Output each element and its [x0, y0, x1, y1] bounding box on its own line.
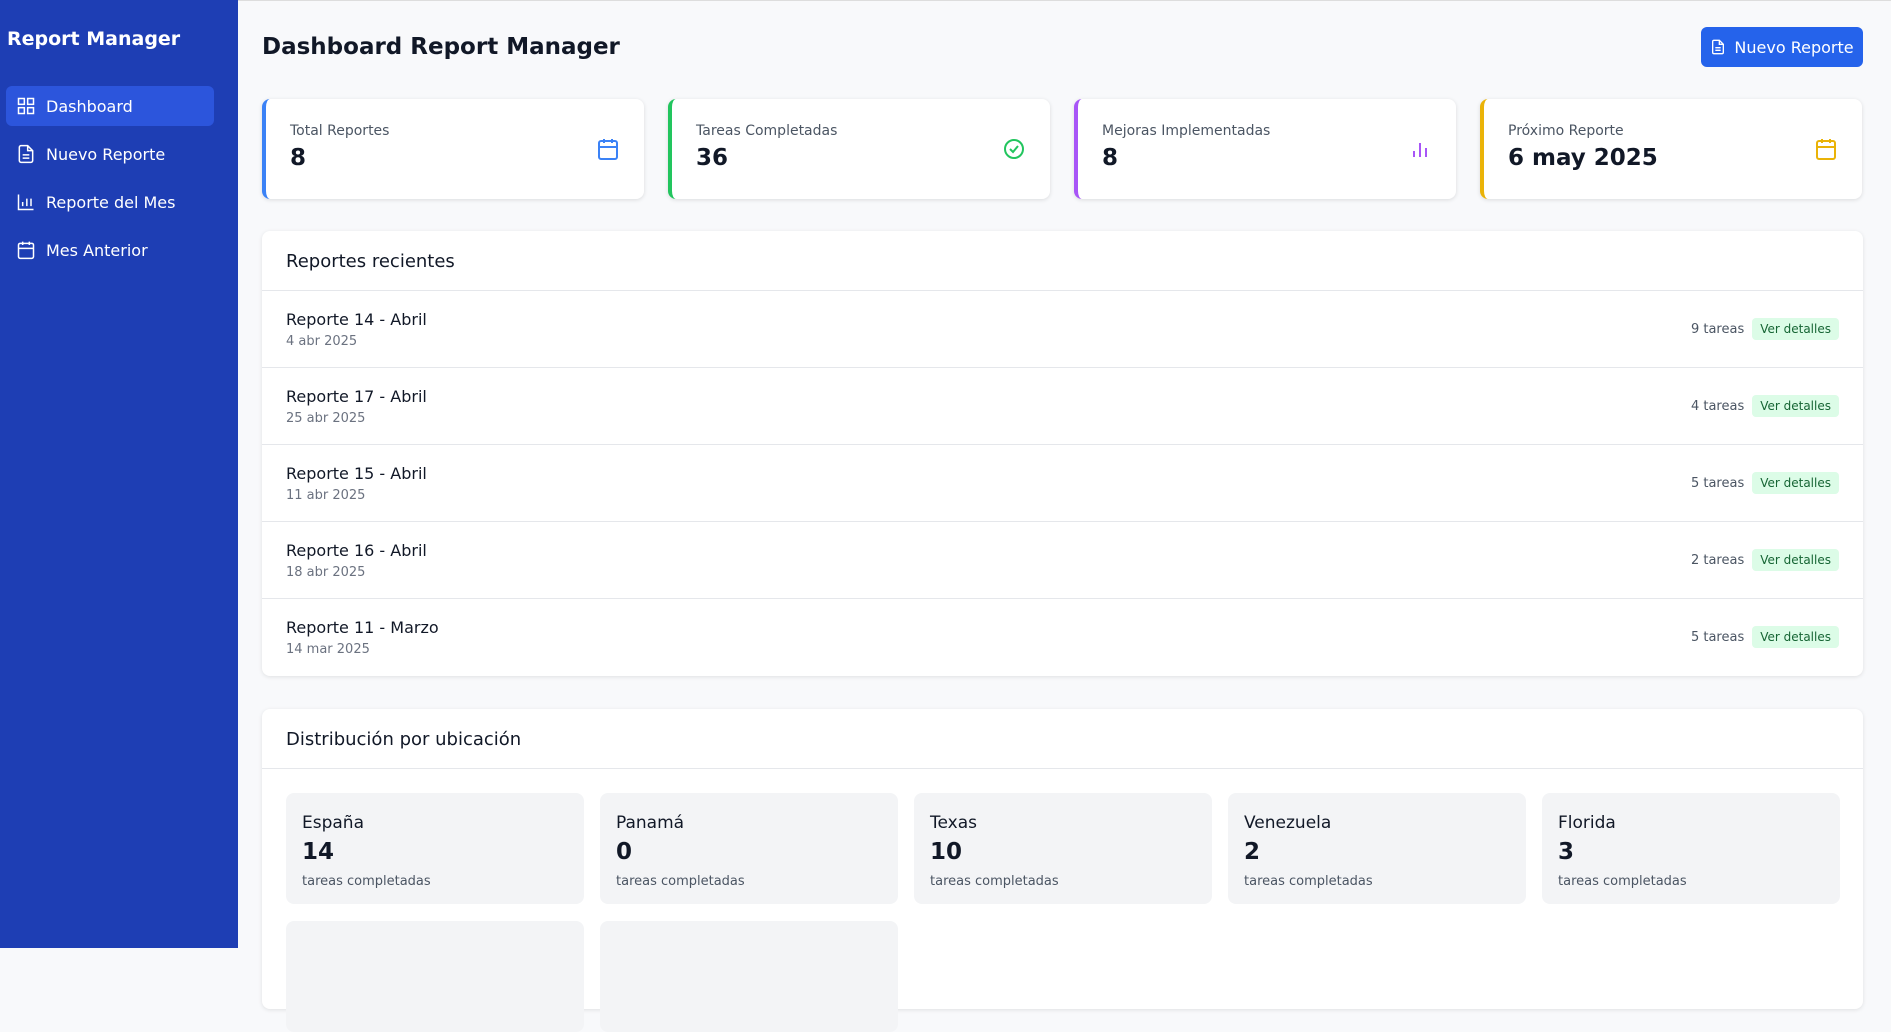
nav-item[interactable]: Dashboard: [6, 86, 214, 126]
stat-icon: [598, 139, 618, 160]
report-meta: 5 tareas Ver detalles: [1691, 472, 1839, 494]
location-value: 10: [930, 839, 963, 865]
nav-icon: [17, 241, 35, 260]
location-name: Venezuela: [1244, 813, 1332, 833]
button-label: Nuevo Reporte: [1734, 37, 1854, 57]
stat-card: Total Reportes 8: [262, 99, 644, 199]
stat-value: 8: [290, 145, 307, 171]
main: Dashboard Report Manager Nuevo Reporte R…: [238, 0, 1891, 1032]
report-date: 14 mar 2025: [286, 642, 370, 657]
nav-item[interactable]: Mes Anterior: [6, 230, 214, 270]
location-value: 2: [1244, 839, 1261, 865]
location-name: Florida: [1558, 813, 1616, 833]
app-title: Report Manager: [7, 28, 181, 50]
stat-label: Tareas Completadas: [696, 123, 838, 139]
stat-label: Total Reportes: [290, 123, 390, 139]
report-meta: 4 tareas Ver detalles: [1691, 395, 1839, 417]
page: Report Manager Dashboard Nuevo Reporte Rep…: [0, 0, 1891, 948]
stat-icon: [1004, 139, 1024, 159]
location-value: 3: [1558, 839, 1575, 865]
nav-label: Nuevo Reporte: [46, 144, 166, 164]
report-date: 4 abr 2025: [286, 334, 358, 349]
stat-card: Tareas Completadas 36: [668, 99, 1050, 199]
location-card: [286, 921, 584, 1032]
location-card: [600, 921, 898, 1032]
report-row: Reporte 15 - Abril 11 abr 2025 5 tareas Ver…: [262, 445, 1863, 522]
report-row: Reporte 11 - Marzo 14 mar 2025 5 tareas Ver…: [262, 599, 1863, 676]
icon: [1712, 39, 1725, 55]
location-caption: tareas completadas: [1558, 874, 1687, 889]
task-count: 4 tareas: [1690, 398, 1745, 414]
details-button[interactable]: Ver detalles: [1752, 318, 1839, 340]
panel-title: Reportes recientes: [262, 231, 1863, 291]
details-button[interactable]: Ver detalles: [1752, 472, 1839, 494]
report-date: 18 abr 2025: [286, 565, 366, 580]
location-name: España: [302, 813, 364, 833]
location-name: Texas: [930, 813, 977, 833]
details-button[interactable]: Ver detalles: [1752, 549, 1839, 571]
task-count: 5 tareas: [1690, 475, 1745, 491]
location-value: 14: [302, 839, 335, 865]
stat-card: Próximo Reporte 6 may 2025: [1480, 99, 1862, 199]
location-card: Texas 10 tareas completadas: [914, 793, 1212, 904]
stat-card: Mejoras Implementadas 8: [1074, 99, 1456, 199]
panel-title: Distribución por ubicación: [262, 709, 1863, 769]
report-title: Reporte 16 - Abril: [286, 541, 427, 560]
page-title: Dashboard Report Manager: [262, 34, 620, 60]
nav-icon: [18, 144, 34, 164]
stat-label: Próximo Reporte: [1508, 123, 1624, 139]
location-caption: tareas completadas: [616, 874, 745, 889]
location-caption: tareas completadas: [930, 874, 1059, 889]
nav-label: Reporte del Mes: [46, 192, 176, 212]
details-button[interactable]: Ver detalles: [1752, 395, 1839, 417]
report-row: Reporte 14 - Abril 4 abr 2025 9 tareas Ver …: [262, 291, 1863, 368]
task-count: 5 tareas: [1690, 629, 1745, 645]
stat-value: 6 may 2025: [1508, 145, 1658, 171]
nav-label: Dashboard: [46, 96, 133, 116]
sidebar: Report Manager Dashboard Nuevo Reporte Rep…: [0, 0, 238, 948]
location-card: Venezuela 2 tareas completadas: [1228, 793, 1526, 904]
report-meta: 2 tareas Ver detalles: [1691, 549, 1839, 571]
report-meta: 5 tareas Ver detalles: [1691, 626, 1839, 648]
new-report-button[interactable]: Nuevo Reporte: [1701, 27, 1863, 67]
stat-value: 36: [696, 145, 729, 171]
location-caption: tareas completadas: [302, 874, 431, 889]
location-value: 0: [616, 839, 633, 865]
location-card: España 14 tareas completadas: [286, 793, 584, 904]
nav-item[interactable]: Nuevo Reporte: [6, 134, 214, 174]
stat-icon: [1413, 143, 1427, 157]
location-card: Panamá 0 tareas completadas: [600, 793, 898, 904]
stat-value: 8: [1102, 145, 1119, 171]
report-row: Reporte 17 - Abril 25 abr 2025 4 tareas Ver…: [262, 368, 1863, 445]
report-title: Reporte 11 - Marzo: [286, 618, 439, 637]
stat-label: Mejoras Implementadas: [1102, 123, 1271, 139]
location-name: Panamá: [616, 813, 685, 833]
report-title: Reporte 17 - Abril: [286, 387, 427, 406]
task-count: 9 tareas: [1690, 321, 1745, 337]
report-meta: 9 tareas Ver detalles: [1691, 318, 1839, 340]
details-button[interactable]: Ver detalles: [1752, 626, 1839, 648]
location-caption: tareas completadas: [1244, 874, 1373, 889]
nav-icon: [17, 97, 35, 115]
report-title: Reporte 15 - Abril: [286, 464, 427, 483]
report-date: 11 abr 2025: [286, 488, 366, 503]
nav-label: Mes Anterior: [46, 240, 148, 260]
report-date: 25 abr 2025: [286, 411, 366, 426]
recent-panel: Reportes recientes Reporte 14 - Abril 4 a…: [262, 231, 1863, 676]
nav-icon: [17, 194, 34, 211]
task-count: 2 tareas: [1690, 552, 1745, 568]
report-row: Reporte 16 - Abril 18 abr 2025 2 tareas Ver…: [262, 522, 1863, 599]
stat-icon: [1816, 139, 1836, 160]
locations-panel: Distribución por ubicación España 14 tarea…: [262, 709, 1863, 1032]
report-title: Reporte 14 - Abril: [286, 310, 427, 329]
nav-item[interactable]: Reporte del Mes: [6, 182, 214, 222]
location-card: Florida 3 tareas completadas: [1542, 793, 1840, 904]
